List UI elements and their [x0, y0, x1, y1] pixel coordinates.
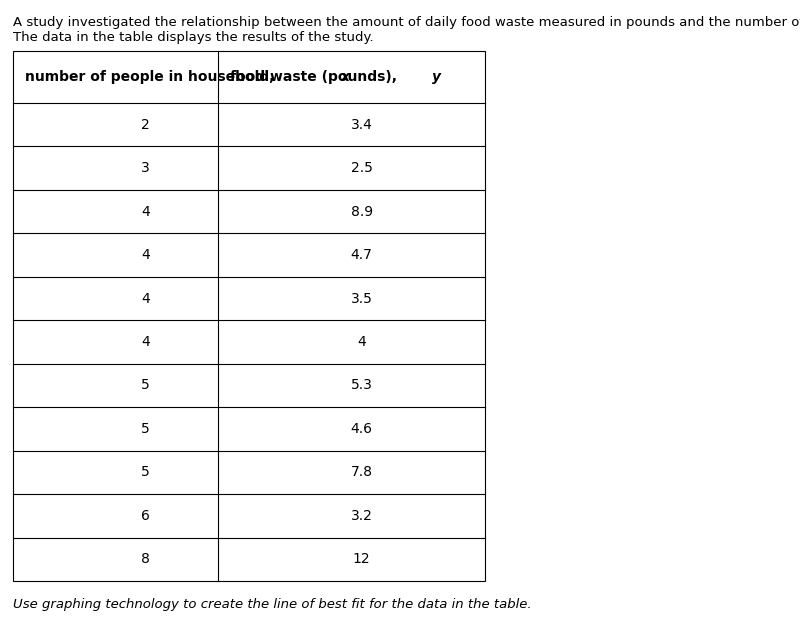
Text: 2: 2: [142, 118, 150, 132]
Text: y: y: [432, 70, 442, 84]
Text: x: x: [341, 70, 350, 84]
Text: 12: 12: [353, 552, 370, 566]
Text: 4: 4: [142, 335, 150, 349]
Text: 5: 5: [142, 378, 150, 392]
Text: 4: 4: [142, 291, 150, 305]
Text: 4.6: 4.6: [350, 422, 373, 436]
Text: 4.7: 4.7: [350, 248, 373, 262]
Text: 4: 4: [358, 335, 366, 349]
Text: 4: 4: [142, 248, 150, 262]
Text: food waste (pounds),: food waste (pounds),: [230, 70, 402, 84]
Text: 3.5: 3.5: [350, 291, 373, 305]
Text: 8: 8: [142, 552, 150, 566]
Text: The data in the table displays the results of the study.: The data in the table displays the resul…: [13, 31, 374, 44]
Text: 3.4: 3.4: [350, 118, 373, 132]
Bar: [13, 51, 485, 581]
Text: A study investigated the relationship between the amount of daily food waste mea: A study investigated the relationship be…: [13, 16, 800, 29]
Text: 5: 5: [142, 422, 150, 436]
Text: 5.3: 5.3: [350, 378, 373, 392]
Text: 6: 6: [142, 509, 150, 523]
Text: 7.8: 7.8: [350, 466, 373, 480]
Text: 4: 4: [142, 205, 150, 219]
Text: 5: 5: [142, 466, 150, 480]
Text: number of people in household,: number of people in household,: [25, 70, 279, 84]
Text: 8.9: 8.9: [350, 205, 373, 219]
Text: 2.5: 2.5: [350, 161, 373, 175]
Text: 3.2: 3.2: [350, 509, 373, 523]
Text: 3: 3: [142, 161, 150, 175]
Text: Use graphing technology to create the line of best fit for the data in the table: Use graphing technology to create the li…: [13, 598, 532, 611]
